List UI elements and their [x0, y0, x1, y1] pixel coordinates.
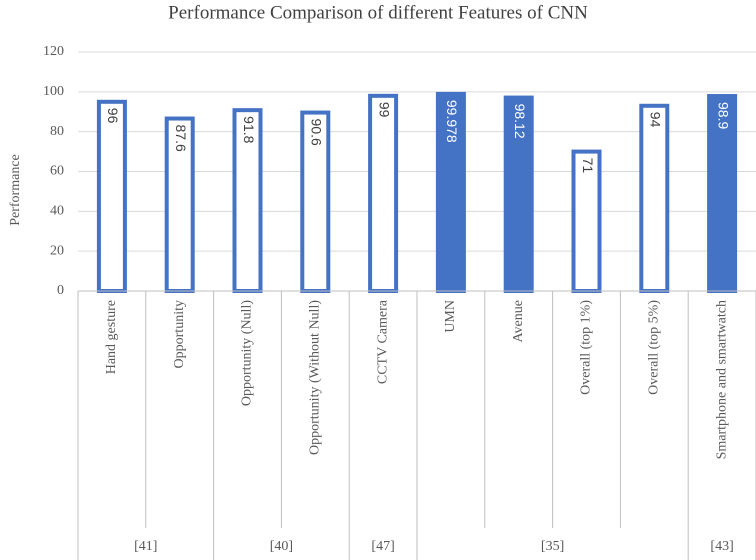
value-label: 96 — [105, 108, 121, 124]
x-tick-label: Opportunity (Without Null) — [308, 300, 323, 455]
value-label: 87.6 — [173, 125, 189, 152]
bar — [232, 108, 263, 294]
y-tick-label: 60 — [50, 164, 64, 179]
y-tick-label: 0 — [57, 283, 64, 298]
x-tick-label: Overall (top 1%) — [579, 300, 594, 395]
group-label: [47] — [371, 539, 394, 554]
value-label: 71 — [580, 158, 596, 174]
x-tick-label: Opportunity — [172, 300, 187, 368]
bar — [435, 91, 466, 293]
x-tick-label: UMN — [443, 300, 458, 333]
value-label: 99 — [376, 102, 392, 118]
value-label: 98.12 — [512, 104, 528, 139]
group-label: [35] — [541, 539, 564, 554]
x-tick-label: Avenue — [511, 300, 526, 343]
y-tick-label: 80 — [50, 124, 64, 139]
bar — [300, 110, 331, 294]
group-label: [40] — [270, 539, 293, 554]
value-label: 98.9 — [715, 102, 731, 129]
y-tick-label: 120 — [43, 44, 64, 59]
group-label: [41] — [134, 539, 157, 554]
bar — [368, 93, 399, 293]
bar — [707, 94, 738, 293]
bar — [96, 99, 127, 293]
x-tick-label: CCTV Camera — [375, 299, 390, 384]
value-label: 99.978 — [444, 100, 460, 143]
x-tick-label: Smartphone and smartwatch — [714, 300, 729, 459]
value-label: 91.8 — [241, 116, 257, 143]
x-tick-label: Overall (top 5%) — [647, 300, 662, 395]
value-label: 90.6 — [309, 119, 325, 146]
y-tick-label: 20 — [50, 243, 64, 258]
bar — [639, 103, 670, 293]
y-axis-label: Performance — [8, 154, 23, 226]
group-label: [43] — [710, 539, 733, 554]
bar — [503, 95, 534, 293]
chart-title: Performance Comparison of different Feat… — [168, 2, 588, 23]
x-tick-label: Opportunity (Null) — [240, 300, 255, 406]
y-tick-label: 100 — [43, 84, 64, 99]
x-tick-label: Hand gesture — [104, 300, 119, 374]
value-label: 94 — [648, 112, 664, 128]
y-tick-label: 40 — [50, 204, 64, 219]
